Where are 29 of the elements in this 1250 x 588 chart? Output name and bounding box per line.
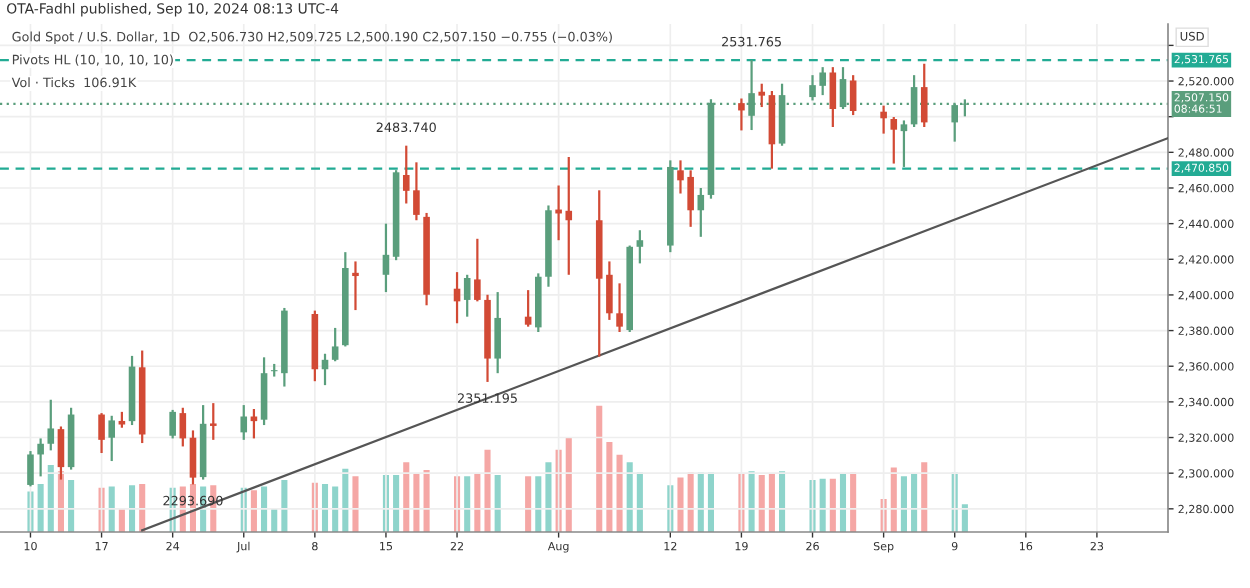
candlestick [27,449,34,488]
candlestick [524,289,532,328]
candlestick [494,290,501,375]
candlestick [920,62,928,129]
candlestick [829,66,837,129]
candlestick [331,326,339,363]
candlestick [169,408,176,440]
candlestick [260,356,268,427]
candlestick [738,97,745,132]
candlestick [108,414,116,463]
candlestick [900,119,908,169]
candlestick [47,398,55,452]
candlestick [880,104,887,135]
candlestick [463,273,471,318]
candlestick [849,74,857,117]
candlestick [250,407,258,440]
candlestick [209,402,217,441]
candlestick [352,260,359,312]
candlestick [474,237,481,303]
candlestick [240,403,248,441]
candlestick [382,222,390,294]
candlestick [890,115,898,165]
candlestick [179,406,187,448]
candlestick [697,186,705,238]
candlestick [636,229,644,265]
candlestick [616,282,623,334]
candlestick [37,437,44,478]
candlestick [758,82,766,109]
candlestick [98,412,105,455]
